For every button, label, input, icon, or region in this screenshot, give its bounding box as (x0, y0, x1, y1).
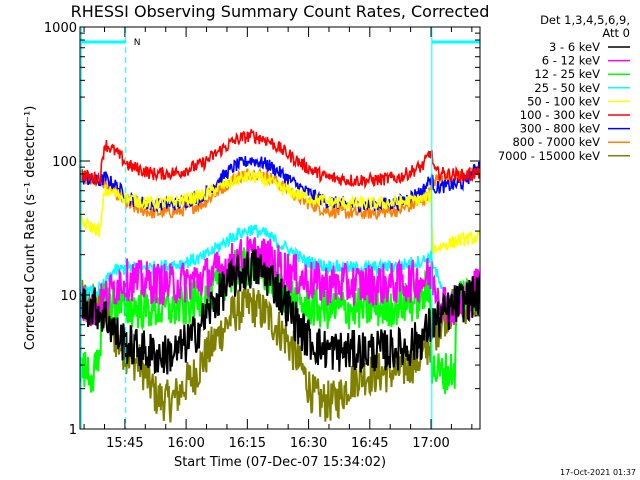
legend-entry-label: 6 - 12 keV (542, 54, 600, 68)
y-axis-label: Corrected Count Rate (s⁻¹ detector⁻¹) (23, 106, 38, 351)
y-tick-label: 100 (52, 155, 77, 170)
y-axis-ticks: 1 10 100 1000 (44, 21, 480, 438)
plot-area (80, 129, 480, 423)
series-line-5 (80, 129, 480, 190)
x-tick-label: 16:45 (351, 436, 388, 451)
series-line-8 (80, 279, 480, 423)
legend-entry-label: 3 - 6 keV (549, 40, 600, 54)
night-marker-label: N (134, 38, 141, 48)
series-line-4 (80, 169, 480, 254)
series-line-0 (80, 249, 480, 375)
x-tick-label: 16:00 (167, 436, 204, 451)
x-tick-label: 16:15 (229, 436, 266, 451)
x-tick-label: 16:30 (290, 436, 327, 451)
x-tick-label: 17:00 (412, 436, 449, 451)
legend-entry-label: 7000 - 15000 keV (498, 149, 600, 163)
x-axis-ticks: 15:45 16:00 16:15 16:30 16:45 17:00 (83, 27, 473, 451)
axes-frame (79, 26, 481, 430)
legend-header-line: Att 0 (602, 26, 630, 40)
legend-entry-label: 100 - 300 keV (520, 108, 600, 122)
y-tick-label: 1000 (44, 21, 77, 36)
legend-entry-label: 50 - 100 keV (527, 94, 600, 108)
legend-entry-label: 800 - 7000 keV (512, 135, 600, 149)
series-line-2 (80, 247, 480, 395)
timestamp: 17-Oct-2021 01:37 (560, 468, 636, 477)
series-line-1 (80, 236, 480, 327)
x-tick-label: 15:45 (106, 436, 143, 451)
legend-entry-label: 25 - 50 keV (534, 81, 600, 95)
plot-frame (79, 26, 481, 430)
chart-title: RHESSI Observing Summary Count Rates, Co… (71, 2, 490, 21)
y-tick-label: 1 (69, 423, 77, 438)
y-tick-label: 10 (60, 289, 77, 304)
legend-header-line: Det 1,3,4,5,6,9, (540, 13, 630, 27)
x-axis-label: Start Time (07-Dec-07 15:34:02) (174, 455, 386, 470)
legend-entry-label: 12 - 25 keV (534, 67, 600, 81)
legend-entry-label: 300 - 800 keV (520, 122, 600, 136)
